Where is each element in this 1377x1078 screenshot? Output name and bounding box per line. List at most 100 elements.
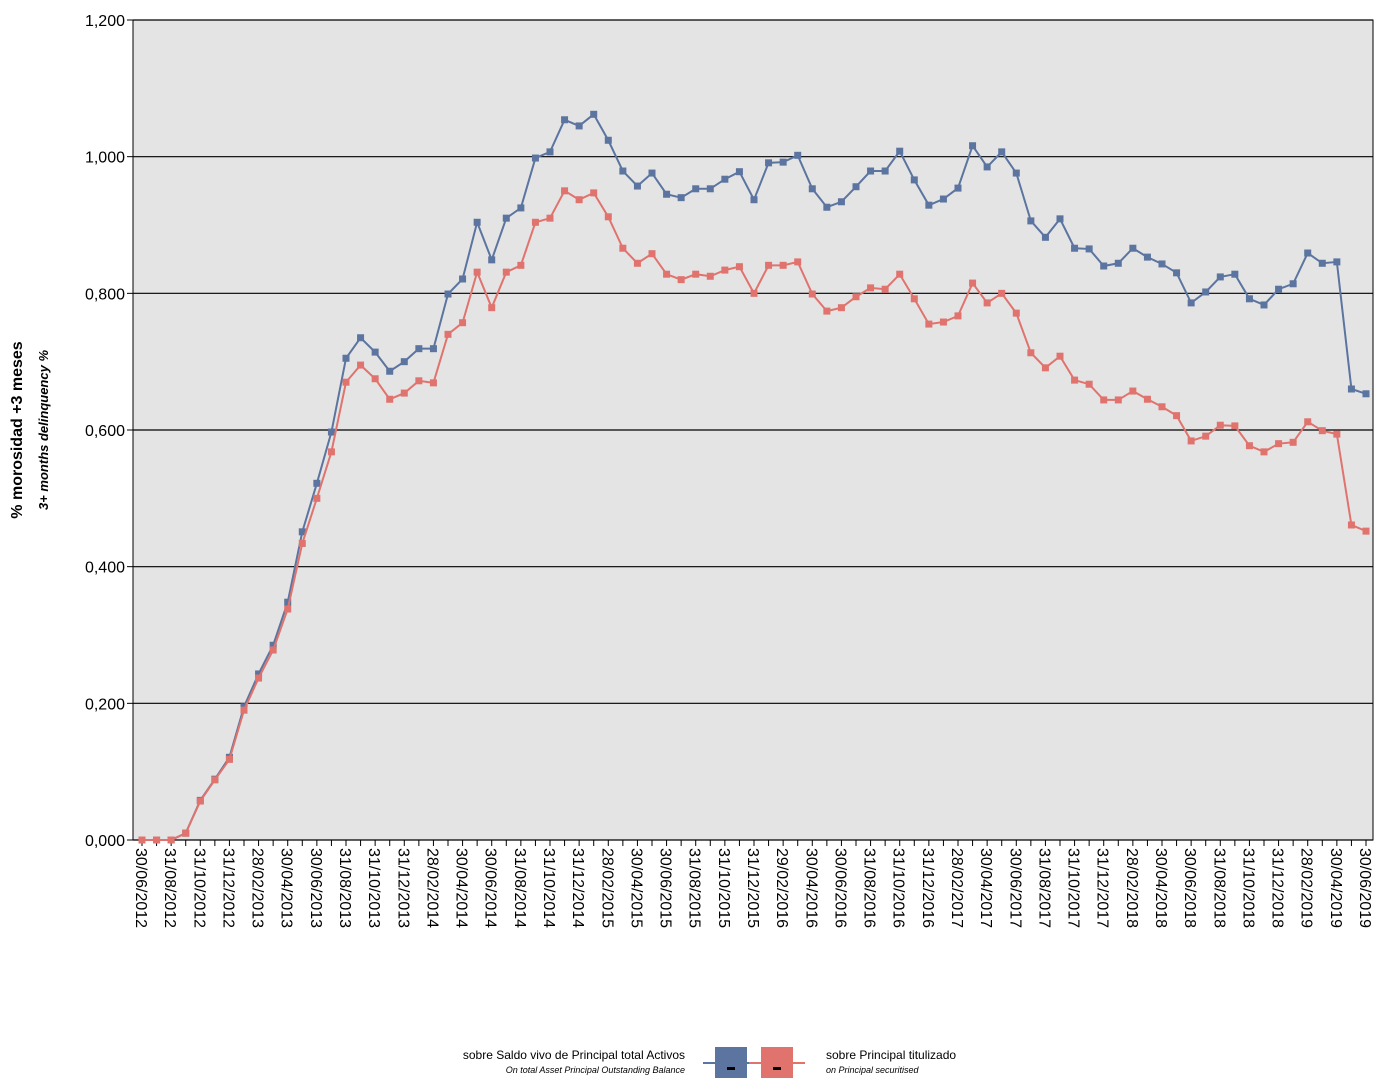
- marker: [808, 185, 816, 193]
- x-tick-label: 31/12/2015: [744, 848, 761, 928]
- marker: [750, 196, 758, 204]
- x-tick-label: 31/12/2017: [1094, 848, 1111, 928]
- marker: [284, 598, 292, 606]
- marker: [852, 293, 860, 301]
- marker: [648, 169, 656, 177]
- marker: [561, 116, 569, 124]
- marker: [619, 167, 627, 175]
- marker: [1304, 418, 1312, 426]
- marker: [735, 168, 743, 176]
- marker: [1041, 364, 1049, 372]
- marker: [546, 214, 554, 222]
- marker: [852, 183, 860, 191]
- marker: [1231, 270, 1239, 278]
- x-tick-label: 31/12/2014: [569, 848, 586, 928]
- marker: [1231, 422, 1239, 430]
- marker: [1114, 396, 1122, 404]
- marker: [808, 290, 816, 298]
- marker: [881, 285, 889, 293]
- marker: [677, 276, 685, 284]
- marker: [269, 641, 277, 649]
- marker: [502, 268, 510, 276]
- marker: [998, 289, 1006, 297]
- marker: [1071, 244, 1079, 252]
- marker: [1100, 262, 1108, 270]
- x-tick-label: 28/02/2014: [423, 848, 440, 928]
- y-tick-label: 0,200: [85, 696, 125, 713]
- x-tick-label: 28/02/2013: [249, 848, 266, 928]
- marker: [1129, 387, 1137, 395]
- marker: [1216, 421, 1224, 429]
- legend: sobre Saldo vivo de Principal total Acti…: [463, 1047, 956, 1078]
- marker: [1129, 244, 1137, 252]
- marker: [1085, 245, 1093, 253]
- marker: [1362, 527, 1370, 535]
- marker: [1187, 437, 1195, 445]
- marker: [750, 289, 758, 297]
- x-tick-label: 28/02/2018: [1123, 848, 1140, 928]
- marker: [575, 122, 583, 130]
- marker: [721, 175, 729, 183]
- marker: [954, 184, 962, 192]
- marker: [692, 185, 700, 193]
- marker: [910, 295, 918, 303]
- marker: [765, 261, 773, 269]
- x-tick-label: 30/06/2015: [657, 848, 674, 928]
- marker: [327, 428, 335, 436]
- marker: [400, 358, 408, 366]
- marker: [313, 494, 321, 502]
- x-tick-label: 31/10/2016: [890, 848, 907, 928]
- marker: [1216, 273, 1224, 281]
- marker: [823, 307, 831, 315]
- marker: [517, 204, 525, 212]
- marker: [765, 159, 773, 167]
- x-tick-label: 30/04/2017: [977, 848, 994, 928]
- marker: [1275, 440, 1283, 448]
- x-tick-label: 30/06/2016: [831, 848, 848, 928]
- marker: [1012, 169, 1020, 177]
- marker: [1245, 295, 1253, 303]
- marker: [663, 190, 671, 198]
- marker: [1289, 438, 1297, 446]
- marker: [663, 270, 671, 278]
- marker: [619, 244, 627, 252]
- x-tick-label: 30/06/2014: [482, 848, 499, 928]
- x-tick-label: 30/04/2018: [1152, 848, 1169, 928]
- x-tick-label: 31/10/2018: [1239, 848, 1256, 928]
- x-tick-label: 30/06/2013: [307, 848, 324, 928]
- marker: [357, 334, 365, 342]
- x-tick-label: 28/02/2019: [1298, 848, 1315, 928]
- marker: [1143, 253, 1151, 261]
- marker: [590, 110, 598, 118]
- legend-symbol: [773, 1067, 781, 1070]
- x-tick-label: 30/06/2012: [132, 848, 149, 928]
- marker: [1347, 385, 1355, 393]
- x-tick-label: 31/12/2016: [919, 848, 936, 928]
- marker: [298, 528, 306, 536]
- marker: [371, 348, 379, 356]
- marker: [1041, 233, 1049, 241]
- marker: [867, 284, 875, 292]
- marker: [1187, 299, 1195, 307]
- marker: [1158, 403, 1166, 411]
- marker: [1202, 288, 1210, 296]
- marker: [1304, 249, 1312, 257]
- marker: [837, 198, 845, 206]
- x-tick-label: 28/02/2017: [948, 848, 965, 928]
- marker: [1085, 380, 1093, 388]
- x-tick-label: 29/02/2016: [773, 848, 790, 928]
- marker: [444, 290, 452, 298]
- marker: [910, 176, 918, 184]
- marker: [1347, 521, 1355, 529]
- marker: [969, 279, 977, 287]
- marker: [1318, 427, 1326, 435]
- marker: [138, 836, 146, 844]
- marker: [837, 304, 845, 312]
- marker: [429, 345, 437, 353]
- marker: [998, 148, 1006, 156]
- x-tick-label: 31/10/2012: [190, 848, 207, 928]
- legend-swatch: [761, 1047, 793, 1078]
- marker: [633, 182, 641, 190]
- x-tick-label: 30/06/2019: [1356, 848, 1373, 928]
- marker: [867, 167, 875, 175]
